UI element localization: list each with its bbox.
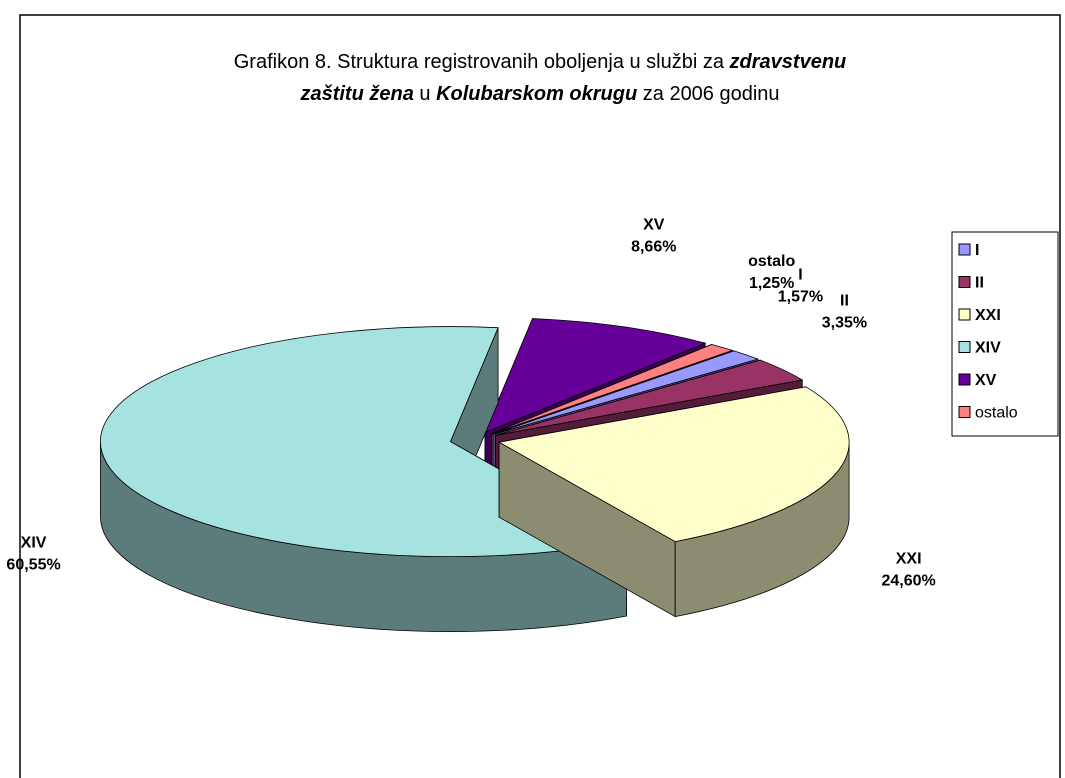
data-label-name: XV: [643, 217, 665, 234]
chart-title: Grafikon 8. Struktura registrovanih obol…: [234, 51, 847, 73]
data-label: 3,35%: [822, 314, 867, 331]
legend-box: [951, 231, 1059, 437]
slice-top: [491, 344, 734, 435]
legend-label: XXI: [975, 307, 1001, 324]
pie-slice: [497, 386, 850, 618]
data-label: 1,25%: [749, 275, 794, 292]
legend-label: II: [975, 275, 984, 292]
slice-top: [100, 326, 628, 557]
pie-slice: [100, 326, 628, 632]
legend-swatch: [958, 341, 971, 353]
title-part: Grafikon 8. Struktura registrovanih obol…: [234, 51, 730, 73]
legend-label: XIV: [975, 340, 1001, 357]
title-part: Kolubarskom okrugu: [436, 83, 637, 105]
legend-swatch: [958, 406, 971, 418]
data-label-name: XXI: [896, 550, 922, 567]
title-part: u: [414, 83, 436, 105]
data-label-name: XIV: [21, 534, 47, 551]
data-label-name: II: [840, 292, 849, 309]
data-label: 1,57%: [778, 288, 823, 305]
slice-top: [492, 350, 760, 435]
slice-top: [484, 318, 707, 434]
legend-label: I: [975, 242, 979, 259]
data-label-name: ostalo: [748, 253, 795, 270]
slice-top: [495, 359, 804, 436]
data-label-name: I: [798, 266, 802, 283]
legend-swatch: [958, 308, 971, 321]
legend-swatch: [958, 276, 971, 288]
legend-label: XV: [975, 372, 997, 389]
data-label: 24,60%: [881, 572, 935, 589]
title-part: za 2006 godinu: [637, 83, 779, 105]
title-part: zdravstvenu: [729, 51, 847, 73]
legend-swatch: [958, 243, 971, 256]
data-label: 8,66%: [631, 239, 676, 256]
title-part: zaštitu žena: [299, 83, 413, 105]
chart-title: zaštitu žena u Kolubarskom okrugu za 200…: [299, 83, 779, 105]
data-label: 60,55%: [6, 556, 60, 573]
legend-swatch: [958, 373, 971, 386]
legend-label: ostalo: [975, 405, 1018, 422]
slice-top: [497, 386, 850, 543]
